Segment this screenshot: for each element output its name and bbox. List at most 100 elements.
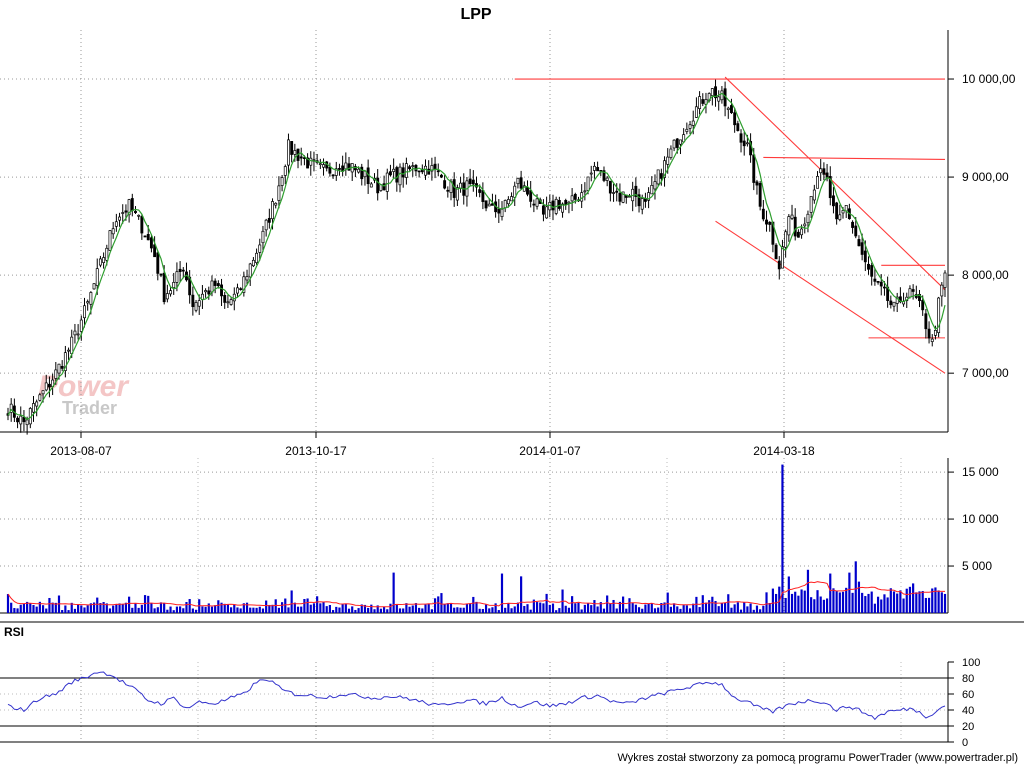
trend-line-channel-lower	[715, 220, 946, 374]
volume-bar	[701, 595, 704, 613]
volume-bar	[32, 605, 35, 613]
candle-body	[156, 252, 160, 274]
candle-body	[717, 96, 721, 102]
volume-bar	[666, 592, 669, 613]
volume-bar	[300, 606, 303, 613]
volume-bar	[746, 606, 749, 613]
volume-bar	[806, 569, 810, 613]
candle-body	[883, 286, 886, 289]
candle-body	[745, 142, 749, 145]
candle-body	[181, 269, 185, 272]
candle-body	[545, 206, 549, 219]
volume-bar	[794, 591, 797, 613]
candle-body	[640, 198, 644, 210]
candle-body	[828, 176, 832, 199]
candle-body	[557, 200, 561, 209]
candle-body	[832, 195, 835, 207]
volume-bar	[571, 596, 574, 613]
moving-average	[7, 92, 946, 421]
candle-body	[424, 165, 427, 176]
volume-bar	[510, 608, 513, 613]
candle-body	[197, 300, 201, 307]
candle-body	[618, 192, 622, 202]
candle-body	[876, 281, 880, 283]
volume-bar	[854, 561, 857, 613]
volume-bar	[500, 573, 504, 613]
candle-body	[710, 88, 714, 96]
watermark-trader: Trader	[62, 398, 117, 418]
x-tick-label: 2013-08-07	[50, 444, 112, 458]
volume-bar	[516, 602, 520, 613]
volume-bar	[335, 606, 338, 613]
volume-bar	[414, 603, 418, 613]
volume-bar	[841, 591, 845, 613]
volume-bar	[462, 607, 465, 613]
candle-body	[306, 157, 310, 169]
volume-bar	[182, 608, 185, 613]
volume-bar	[491, 607, 494, 613]
candle-body	[691, 120, 695, 126]
volume-bar	[236, 607, 239, 613]
candle-body	[851, 221, 855, 228]
candle-body	[277, 185, 281, 201]
candle-body	[149, 237, 153, 249]
candle-body	[704, 99, 708, 105]
volume-bar	[873, 603, 876, 613]
candle-body	[765, 219, 768, 225]
trend-line-resistance	[763, 156, 946, 160]
candle-body	[41, 390, 45, 395]
volume-bar	[258, 606, 261, 613]
candle-body	[360, 166, 364, 180]
volume-bar	[625, 608, 628, 613]
candle-body	[510, 196, 514, 202]
candle-body	[76, 333, 80, 336]
candle-body	[44, 382, 48, 391]
volume-bar	[669, 606, 673, 613]
volume-bar	[64, 605, 67, 613]
volume-bar	[475, 601, 478, 613]
volume-bar	[749, 603, 752, 613]
volume-bar	[453, 607, 456, 613]
candle-body	[392, 168, 396, 172]
candle-body	[526, 187, 529, 195]
candle-body	[98, 258, 102, 266]
volume-bar	[663, 602, 666, 613]
candle-body	[608, 180, 612, 194]
candle-body	[592, 165, 596, 171]
candle-body	[226, 301, 230, 304]
candle-body	[255, 252, 259, 263]
volume-bar	[848, 572, 851, 613]
volume-bar	[768, 602, 771, 613]
candle-body	[714, 86, 717, 99]
candle-body	[32, 403, 35, 413]
candle-body	[816, 175, 819, 189]
candle-body	[679, 139, 682, 145]
volume-bar	[497, 610, 500, 613]
candle-body	[433, 163, 437, 170]
candle-body	[535, 198, 539, 207]
candle-body	[38, 394, 42, 401]
candle-body	[57, 363, 61, 374]
candle-body	[54, 369, 58, 379]
volume-bar	[889, 588, 892, 613]
axes-labels: 10 000,00 9 000,00 8 000,00 7 000,00 15 000 1…	[50, 72, 1015, 749]
candle-body	[841, 210, 845, 214]
volume-bar	[191, 608, 194, 613]
rsi-tick-label: 20	[962, 721, 974, 733]
volume-bar	[905, 588, 908, 613]
candle-body	[73, 330, 77, 336]
volume-bar	[274, 599, 277, 613]
volume-bar	[915, 592, 918, 613]
volume-bar	[194, 609, 198, 613]
candle-body	[688, 124, 692, 129]
candle-body	[159, 273, 163, 276]
volume-bar	[363, 604, 367, 613]
candle-body	[755, 181, 759, 186]
price-tick-label: 7 000,00	[962, 366, 1009, 380]
x-tick-label: 2014-03-18	[753, 444, 815, 458]
volume-bar	[395, 604, 398, 613]
volume-bar	[398, 608, 402, 613]
candle-body	[809, 196, 813, 213]
volume-bar	[185, 602, 188, 613]
volume-bar	[344, 603, 347, 613]
